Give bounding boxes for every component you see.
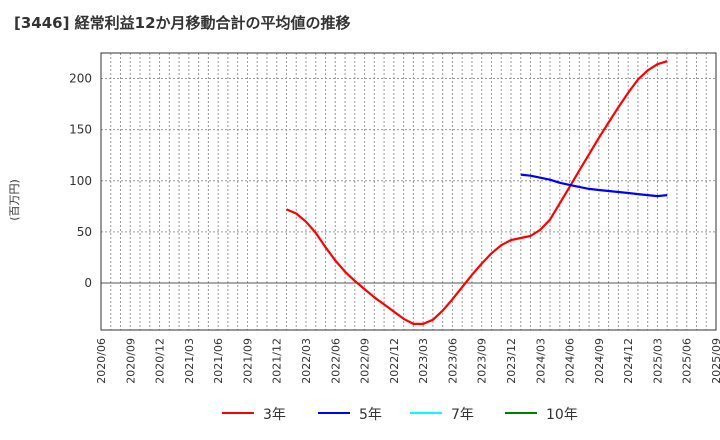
x-tick-label: 2020/09 — [124, 338, 137, 384]
x-tick-label: 2022/03 — [300, 338, 313, 384]
x-tick-label: 2024/06 — [564, 338, 577, 384]
x-tick-label: 2021/09 — [241, 338, 254, 384]
x-tick-label: 2024/12 — [622, 338, 635, 384]
x-tick-label: 2022/12 — [388, 338, 401, 384]
x-tick-label: 2020/12 — [154, 338, 167, 384]
y-tick-label: 50 — [77, 225, 92, 239]
y-axis-label: (百万円) — [8, 179, 21, 221]
y-tick-label: 0 — [84, 276, 92, 290]
y-tick-label: 100 — [69, 174, 92, 188]
x-tick-label: 2023/06 — [446, 338, 459, 384]
x-tick-label: 2022/06 — [329, 338, 342, 384]
x-tick-label: 2021/12 — [271, 338, 284, 384]
x-tick-label: 2025/06 — [681, 338, 694, 384]
x-tick-label: 2021/03 — [183, 338, 196, 384]
x-tick-label: 2020/06 — [95, 338, 108, 384]
legend-label: 3年 — [263, 407, 286, 423]
y-tick-label: 200 — [69, 72, 92, 86]
legend-label: 5年 — [359, 407, 382, 423]
x-tick-label: 2025/09 — [710, 338, 720, 384]
y-tick-label: 150 — [69, 123, 92, 137]
legend-label: 10年 — [546, 407, 578, 423]
x-tick-label: 2022/09 — [359, 338, 372, 384]
legend-label: 7年 — [451, 407, 474, 423]
x-tick-label: 2024/03 — [534, 338, 547, 384]
x-tick-label: 2025/03 — [651, 338, 664, 384]
series-line-3年 — [286, 60, 668, 325]
series-line-5年 — [520, 173, 668, 198]
x-tick-label: 2023/12 — [505, 338, 518, 384]
chart-title: [3446] 経常利益12か月移動合計の平均値の推移 — [14, 14, 351, 32]
plot-frame — [100, 52, 717, 331]
x-tick-label: 2021/06 — [212, 338, 225, 384]
x-tick-label: 2023/03 — [417, 338, 430, 384]
x-tick-label: 2024/09 — [593, 338, 606, 384]
x-tick-label: 2023/09 — [476, 338, 489, 384]
